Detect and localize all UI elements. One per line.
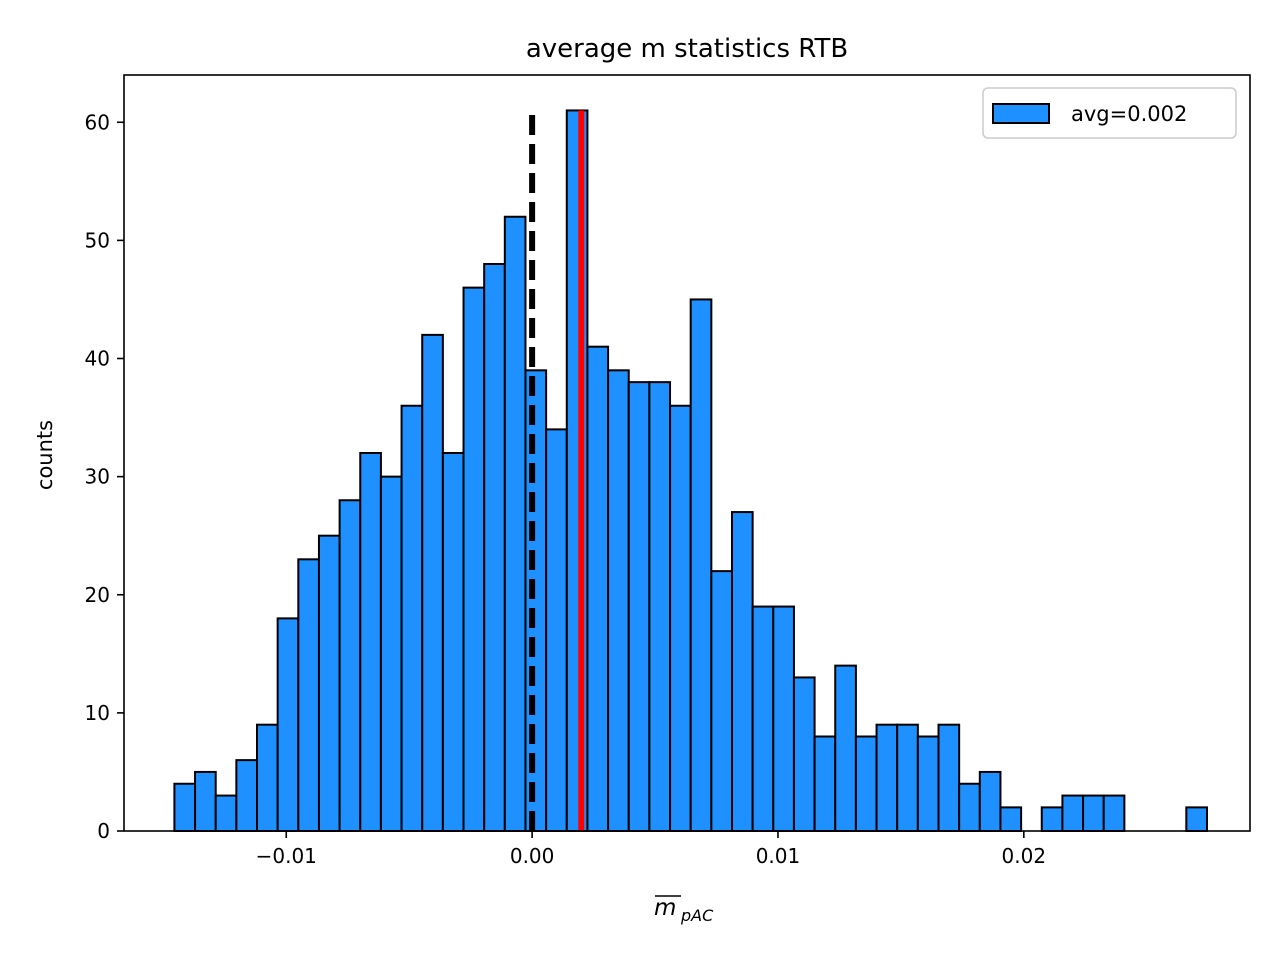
y-tick-label: 10 xyxy=(85,701,110,725)
y-tick-label: 50 xyxy=(85,228,110,252)
histogram-bar xyxy=(1082,794,1105,832)
histogram-bar xyxy=(317,534,341,832)
histogram-bar xyxy=(338,499,362,832)
histogram-bar xyxy=(627,381,651,832)
legend-box xyxy=(982,87,1237,139)
histogram-bar xyxy=(503,215,527,832)
legend-swatch xyxy=(992,103,1050,124)
histogram-bar xyxy=(607,369,630,832)
y-axis-label: counts xyxy=(33,420,57,490)
histogram-bar xyxy=(545,428,568,832)
x-tick-label: 0.02 xyxy=(1002,844,1047,868)
x-axis: −0.01 0.00 0.01 0.02 xyxy=(256,831,1046,868)
histogram-bar xyxy=(751,605,775,832)
chart-title: average m statistics RTB xyxy=(526,34,848,64)
histogram-bar xyxy=(730,511,754,832)
histogram-bar xyxy=(1061,794,1085,832)
histogram-bar xyxy=(214,794,238,832)
histogram-bar xyxy=(586,345,610,832)
histogram-bar xyxy=(648,381,672,832)
plot-frame xyxy=(123,74,1251,832)
x-tick-label: 0.01 xyxy=(756,844,801,868)
histogram-bar xyxy=(813,735,837,832)
x-axis-label-subscript: pAC xyxy=(680,906,714,925)
histogram-bar xyxy=(524,369,548,832)
histogram-bar xyxy=(834,664,857,832)
y-tick-label: 60 xyxy=(85,110,110,134)
y-tick-label: 20 xyxy=(85,583,110,607)
histogram-bar xyxy=(710,570,733,832)
histogram-bar xyxy=(565,109,589,832)
histogram-bar xyxy=(359,452,382,832)
histogram-bar xyxy=(462,286,486,832)
histogram-bar xyxy=(421,333,444,832)
histogram-bar xyxy=(958,782,981,832)
histogram-bar xyxy=(483,263,506,832)
y-axis: 0 10 20 30 40 50 60 xyxy=(85,110,124,843)
histogram-bar xyxy=(792,676,816,832)
x-axis-label: m pAC xyxy=(654,895,714,925)
x-axis-label-main: m xyxy=(654,895,676,921)
histogram-bar xyxy=(379,475,403,832)
histogram-bar xyxy=(875,723,899,832)
histogram-bar xyxy=(772,605,795,832)
histogram-bar xyxy=(669,404,692,832)
histogram-bar xyxy=(256,723,279,832)
histogram-bar xyxy=(194,770,217,832)
histogram-bar xyxy=(1185,806,1208,832)
legend: avg=0.002 xyxy=(982,87,1237,139)
y-tick-label: 0 xyxy=(97,819,110,843)
histogram-bar xyxy=(999,806,1023,832)
histogram-bar xyxy=(1040,806,1064,832)
histogram-bar xyxy=(276,617,300,832)
y-tick-label: 30 xyxy=(85,465,110,489)
histogram-bar xyxy=(978,770,1002,832)
x-tick-label: 0.00 xyxy=(510,844,555,868)
histogram-bar xyxy=(400,404,424,832)
histogram-bar xyxy=(896,723,919,832)
histogram-bar xyxy=(441,452,465,832)
x-tick-label: −0.01 xyxy=(256,844,317,868)
histogram-bar xyxy=(1102,794,1126,832)
histogram-bar xyxy=(937,723,961,832)
histogram-bar xyxy=(689,298,713,832)
histogram-bar xyxy=(235,759,259,832)
histogram-bar xyxy=(916,735,940,832)
legend-label: avg=0.002 xyxy=(1071,102,1187,126)
histogram-bar xyxy=(854,735,878,832)
histogram-bar xyxy=(173,782,197,832)
y-tick-label: 40 xyxy=(85,347,110,371)
histogram-bar xyxy=(297,558,320,832)
